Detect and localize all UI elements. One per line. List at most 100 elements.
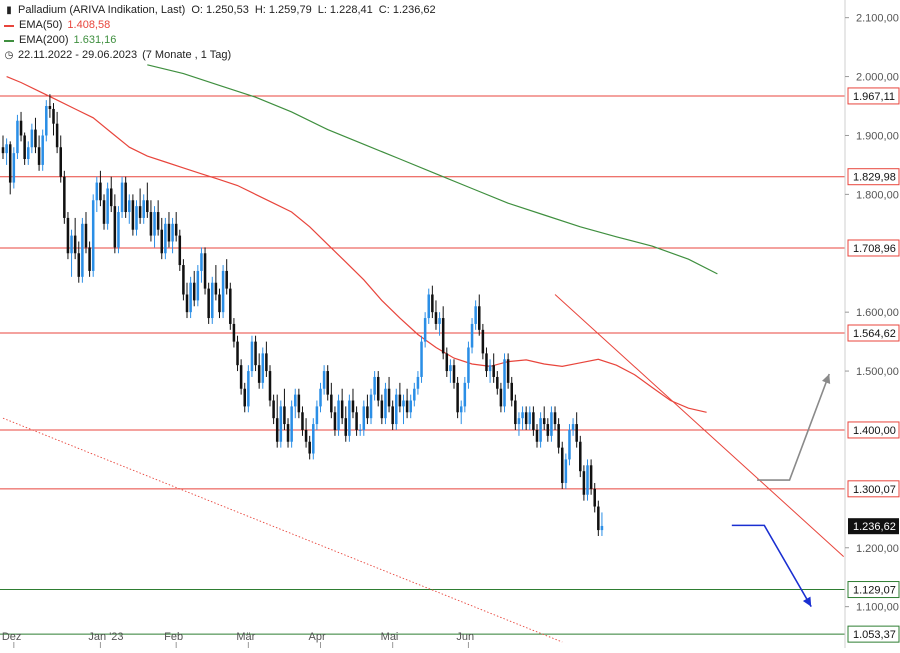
candle [571,418,575,436]
candle-body [128,200,131,213]
candle [26,141,30,165]
candle [23,132,26,165]
candle-body [225,270,228,289]
candle [48,94,52,118]
candle-body [463,382,467,407]
level-tag: 1.829,98 [847,168,900,186]
candle [521,406,524,430]
candle [16,114,19,160]
candle-body [164,223,167,254]
level-tag-label: 1.400,00 [853,425,896,437]
candle-body [221,270,225,313]
candle-body [182,265,185,295]
candle [232,318,236,348]
candle [301,406,304,436]
candle [254,335,257,372]
candle [532,406,535,436]
candle [156,200,160,236]
candle-body [416,376,420,389]
candle [308,435,311,460]
candle [499,382,503,413]
level-tag: 1.708,96 [847,239,900,257]
level-tag-label: 1.053,37 [853,629,896,641]
projection-down-arrow [731,524,812,608]
level-tag-box [847,324,900,342]
candle-body [398,394,402,407]
candle-body [146,200,149,213]
candle-body [283,406,286,425]
candle [402,394,405,425]
x-tick-label: Mär [236,631,255,643]
candle [142,194,145,224]
candle-body [330,394,333,413]
candle-body [441,318,445,354]
level-tag-box [847,87,900,105]
candle-body [73,235,77,254]
candle-body [189,282,192,313]
candle-body [196,270,200,301]
candle-body [239,365,243,389]
candle-body [445,353,449,372]
candle-body [26,147,30,160]
candle-body [37,147,41,165]
legend-open: O: 1.250,53 [191,4,249,16]
candle-body [452,365,456,383]
candle-body [456,382,459,413]
candle [413,382,416,407]
candle [416,371,420,395]
candle [340,388,344,425]
candle [239,359,243,395]
candle-body [160,229,164,254]
candle [102,194,106,230]
candle-body [23,135,26,160]
candle [431,285,434,319]
candle [279,400,283,448]
candle [88,241,91,277]
candle-body [405,400,409,413]
candle-body [589,465,593,489]
candle [52,103,55,136]
candle-body [488,365,492,372]
candle [211,276,214,324]
candle [229,282,232,330]
candle [55,111,59,154]
candle-body [229,288,232,324]
candle [84,212,88,254]
last-price-box [848,518,899,535]
candle [387,376,391,413]
candle [99,170,102,207]
candle-body [156,212,160,230]
candle-body [200,253,203,271]
candle [1,135,5,160]
level-tag-label: 1.564,62 [853,328,896,340]
candle [236,335,239,372]
projection-up-arrow [757,373,831,481]
candle-body [315,406,319,425]
candle [283,388,286,430]
candle-body [261,353,265,383]
legend-instrument: Palladium (ARIVA Indikation, Last) [18,4,186,16]
candle-body [395,394,398,425]
y-tick-label: 1.900,00 [856,130,899,142]
candle [575,412,578,448]
candle-body [319,388,322,407]
candle-body [84,223,88,248]
candle-body [312,424,315,454]
candle-body [203,253,207,289]
candle [420,335,423,383]
ema200-swatch [4,39,14,42]
y-tick-label: 1.500,00 [856,366,899,378]
candle [333,406,337,436]
dotted-trendline [2,417,563,643]
level-tag: 1.400,00 [847,421,900,439]
candle [445,347,449,377]
level-tag-box [847,421,900,439]
candle-body [510,382,513,401]
candle-body [286,424,290,442]
candle-body [542,418,546,425]
candle-body [322,371,326,389]
y-tick-label: 1.800,00 [856,189,899,201]
candle [12,147,16,189]
candle [265,341,268,377]
